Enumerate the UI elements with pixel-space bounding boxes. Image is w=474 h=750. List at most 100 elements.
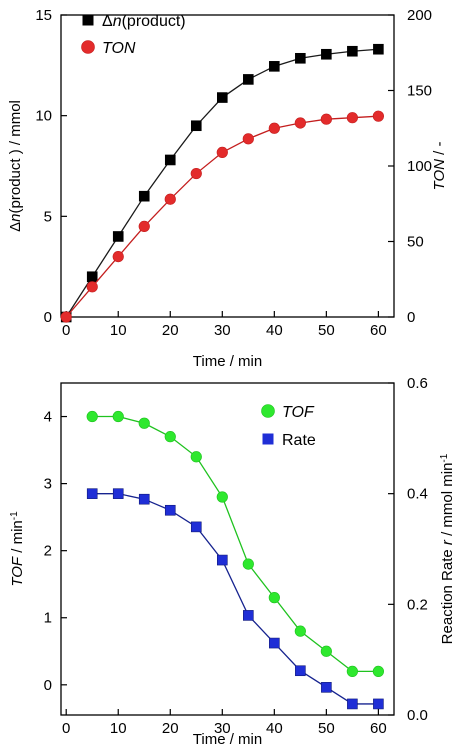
y-left-tick-label: 3	[44, 476, 52, 493]
y-left-axis-title: Δn(product ) / mmol	[7, 100, 24, 232]
y-right-tick-label: 100	[407, 158, 432, 175]
x-axis-title: Time / min	[193, 731, 262, 748]
y-left-tick-label: 4	[44, 409, 52, 426]
data-point	[164, 154, 176, 166]
data-point	[269, 61, 280, 72]
y-right-tick-label: 0	[407, 309, 415, 326]
y-right-tick-label: 150	[407, 83, 432, 100]
data-point	[372, 665, 384, 678]
x-tick-label: 30	[214, 322, 231, 339]
legend-label-prefix: Δ	[102, 13, 113, 30]
data-point	[321, 682, 332, 693]
y-left-tick-label: 10	[35, 108, 52, 125]
legend-label-suffix: (product)	[122, 13, 186, 30]
series-line	[65, 115, 379, 318]
data-point	[164, 193, 176, 205]
y-left-tick-label: 5	[44, 208, 52, 225]
data-point	[190, 120, 202, 132]
y-left-axis-title-suffix: / min	[9, 520, 26, 557]
data-point	[138, 220, 150, 232]
y-left-axis-title-sup: -1	[9, 511, 20, 520]
data-point	[138, 417, 150, 429]
data-point	[190, 521, 202, 533]
y-left-axis-title-suffix: (product ) / mmol	[7, 100, 24, 213]
y-right-axis-title-italic: TON	[431, 159, 448, 191]
legend-label: Δn(product)	[102, 13, 186, 30]
x-tick-label: 10	[110, 322, 127, 339]
x-tick-label: 60	[370, 720, 387, 737]
x-axis-title: Time / min	[193, 353, 262, 370]
data-point	[86, 488, 98, 499]
y-right-tick-label: 0.6	[407, 375, 428, 392]
y-left-tick-label: 0	[44, 677, 52, 694]
y-right-axis-title-suffix: / -	[431, 142, 448, 160]
data-point	[347, 698, 358, 710]
legend-label-italic: TOF	[282, 404, 315, 421]
x-tick-label: 20	[162, 720, 179, 737]
series-rate	[86, 488, 384, 710]
legend-entry: Δn(product)	[82, 13, 186, 30]
y-right-axis-title: Reaction Rate r / mmol min-1	[439, 453, 457, 644]
data-point	[190, 451, 202, 463]
x-tick-label: 50	[318, 322, 335, 339]
legend-entry: Rate	[262, 432, 316, 449]
chart-panel-2: 0 10 20 30 40 50 60 0 1 2 3 4 0.0 0.2 0.4 0.6 Time / min…	[9, 375, 457, 748]
y-right-axis-title-sup: -1	[439, 453, 450, 462]
series--n-product-	[60, 43, 384, 323]
y-left-tick-label: 15	[35, 7, 52, 24]
data-point	[86, 271, 98, 283]
legend-entry: TON	[81, 40, 136, 57]
legend-marker	[261, 404, 275, 418]
legend-marker	[82, 14, 94, 26]
y-left-tick-label: 0	[44, 309, 52, 326]
data-point	[190, 167, 202, 180]
data-point	[216, 92, 228, 103]
y-left-tick-label: 1	[44, 610, 52, 627]
legend-entry: TOF	[261, 404, 315, 421]
legend-label: Rate	[282, 432, 316, 449]
x-tick-label: 20	[162, 322, 179, 339]
plot-frame	[60, 382, 395, 716]
y-right-axis-title-prefix: Reaction Rate	[439, 545, 456, 644]
data-point	[372, 110, 384, 122]
y-right-tick-label: 50	[407, 234, 424, 251]
data-point	[112, 251, 124, 263]
data-point	[138, 190, 150, 202]
data-point	[86, 281, 98, 293]
data-point	[216, 146, 228, 159]
data-point	[347, 45, 358, 57]
data-point	[346, 112, 358, 124]
legend-label: TOF	[282, 404, 315, 421]
x-tick-label: 30	[214, 720, 231, 737]
data-point	[269, 637, 280, 649]
data-point	[346, 665, 358, 678]
data-point	[243, 74, 254, 85]
data-point	[373, 43, 384, 55]
x-tick-label: 40	[266, 720, 283, 737]
data-point	[295, 665, 306, 677]
y-left-axis-title-prefix: Δ	[7, 222, 24, 232]
y-right-axis-title-italic: r	[439, 539, 456, 545]
data-point	[243, 610, 254, 621]
legend-marker	[262, 433, 274, 445]
x-tick-label: 50	[318, 720, 335, 737]
y-right-axis-title-suffix: / mmol min	[439, 463, 456, 541]
data-point	[164, 504, 176, 516]
x-tick-label: 10	[110, 720, 127, 737]
data-point	[373, 698, 384, 710]
y-right-tick-label: 0.4	[407, 486, 428, 503]
series-ton	[60, 110, 384, 323]
data-point	[242, 558, 254, 570]
legend-label-suffix: Rate	[282, 432, 316, 449]
y-left-axis-title-italic: TOF	[9, 556, 26, 587]
data-point	[164, 431, 176, 443]
data-point	[112, 231, 124, 242]
y-left-axis-title-italic: n	[7, 213, 24, 221]
x-tick-label: 60	[370, 322, 387, 339]
data-point	[294, 117, 306, 129]
data-point	[320, 645, 332, 657]
data-point	[112, 410, 124, 423]
plot-frame	[60, 14, 395, 318]
